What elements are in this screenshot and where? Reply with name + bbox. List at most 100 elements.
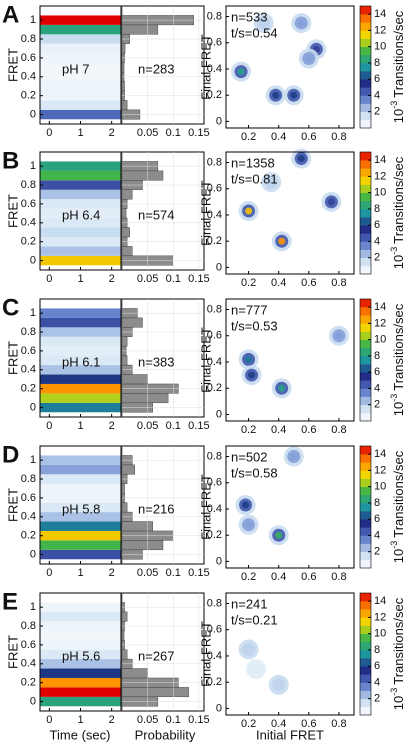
y-tick-label: 0.4 — [207, 356, 222, 368]
hist-bar — [121, 649, 128, 660]
colorbar-title: 10-3 Transitions/sec — [389, 156, 406, 269]
y-tick-label: 0.8 — [207, 597, 222, 609]
y-tick-label: 0.4 — [21, 364, 36, 376]
colorbar-swatch — [360, 535, 371, 544]
y-axis-title: Final FRET — [198, 327, 213, 393]
y-tick-label: 0.4 — [21, 511, 36, 523]
y-tick-label: 0.6 — [207, 183, 222, 195]
y-tick-label: 0.6 — [21, 198, 36, 210]
y-tick-label: 0 — [30, 401, 36, 413]
x-tick-label: 0.8 — [331, 718, 346, 730]
colorbar-tick-label: 6 — [374, 366, 380, 378]
y-tick-label: 0.6 — [21, 492, 36, 504]
colorbar-text: Transitions/sec — [391, 10, 406, 97]
colorbar-swatch — [360, 698, 371, 708]
colorbar-swatch — [360, 22, 371, 31]
hist-bar — [121, 374, 148, 385]
colorbar-swatch — [360, 6, 371, 15]
x-tick-label: 0.6 — [301, 571, 316, 583]
colorbar-frame — [359, 298, 372, 422]
y-tick-label: 0.2 — [207, 529, 222, 541]
tdp-peak — [252, 665, 260, 673]
colorbar-swatch — [360, 396, 371, 406]
contour-band — [40, 602, 121, 612]
colorbar-tick-label: 2 — [374, 252, 380, 264]
panel-letter: D — [2, 441, 19, 468]
hist-bar — [121, 336, 128, 347]
y-tick-label: 1 — [30, 14, 36, 26]
x-tick-label: 0.05 — [137, 420, 158, 432]
colorbar-tick-label: 4 — [374, 235, 380, 247]
colorbar-swatch — [360, 364, 371, 373]
contour-band — [40, 161, 121, 171]
colorbar-swatch — [360, 462, 371, 471]
hist-bar — [121, 668, 148, 679]
colorbar-swatch — [360, 30, 371, 39]
x-tick-label: 0.15 — [188, 273, 209, 285]
hist-bar — [121, 393, 169, 404]
tdp-peak — [245, 207, 253, 215]
y-tick-label: 0.2 — [21, 383, 36, 395]
colorbar-swatch — [360, 347, 371, 357]
x-tick-label: 1 — [77, 127, 83, 139]
colorbar-swatch — [360, 543, 371, 553]
hist-bar — [121, 464, 136, 475]
contour-band — [40, 365, 121, 375]
colorbar-tick-label: 10 — [374, 628, 386, 640]
hist-bar — [121, 24, 159, 35]
colorbar-swatch — [360, 388, 371, 397]
contour-band — [40, 189, 121, 200]
n-label: n=216 — [138, 501, 175, 516]
colorbar-tick-label: 12 — [374, 317, 386, 329]
y-axis-title: FRET — [5, 194, 20, 228]
contour-band — [40, 640, 121, 650]
x-tick-label: 0.05 — [137, 127, 158, 139]
y-axis-title: FRET — [5, 48, 20, 82]
tdp-rate: t/s=0.21 — [231, 612, 278, 627]
contour-band — [40, 100, 121, 110]
tdp-frame — [225, 151, 355, 275]
y-tick-label: 0 — [30, 548, 36, 560]
ph-label: pH 6.1 — [62, 354, 100, 369]
colorbar-swatch — [360, 666, 371, 675]
colorbar-swatch — [360, 71, 371, 80]
y-tick-label: 0.2 — [21, 236, 36, 248]
colorbar-swatch — [360, 559, 371, 569]
colorbar-swatch — [360, 486, 371, 496]
x-tick-label: 1 — [77, 567, 83, 579]
y-tick-label: 0.8 — [21, 33, 36, 45]
n-label: n=574 — [138, 207, 175, 222]
x-tick-label: 0 — [46, 714, 52, 726]
colorbar-swatch — [360, 62, 371, 72]
x-axis-title: Initial FRET — [256, 727, 324, 742]
y-tick-label: 0.4 — [207, 63, 222, 75]
tdp-peak — [267, 178, 275, 186]
x-tick-label: 0 — [46, 273, 52, 285]
tdp-peak — [242, 501, 250, 509]
colorbar-swatch — [360, 200, 371, 210]
contour-band — [40, 317, 121, 328]
contour-band — [40, 308, 121, 318]
tdp-peak — [272, 91, 280, 99]
colorbar-tick-label: 6 — [374, 660, 380, 672]
x-tick-label: 2 — [109, 273, 115, 285]
colorbar-swatch — [360, 633, 371, 643]
tdp-n: n=241 — [231, 596, 268, 611]
colorbar-swatch — [360, 658, 371, 667]
colorbar-swatch — [360, 339, 371, 349]
x-tick-label: 0.6 — [301, 277, 316, 289]
y-axis-title: Final FRET — [198, 474, 213, 540]
colorbar-swatch — [360, 519, 371, 528]
tdp-frame — [225, 5, 355, 129]
colorbar-text: Transitions/sec — [391, 597, 406, 684]
colorbar-swatch — [360, 674, 371, 683]
contour-band — [40, 346, 121, 356]
y-tick-label: 0 — [216, 261, 222, 273]
contour-band — [40, 455, 121, 465]
colorbar-tick-label: 6 — [374, 73, 380, 85]
tdp-peak — [297, 19, 305, 27]
contour-band — [40, 218, 121, 228]
contour-band — [40, 170, 121, 181]
tdp-rate: t/s=0.54 — [231, 25, 278, 40]
